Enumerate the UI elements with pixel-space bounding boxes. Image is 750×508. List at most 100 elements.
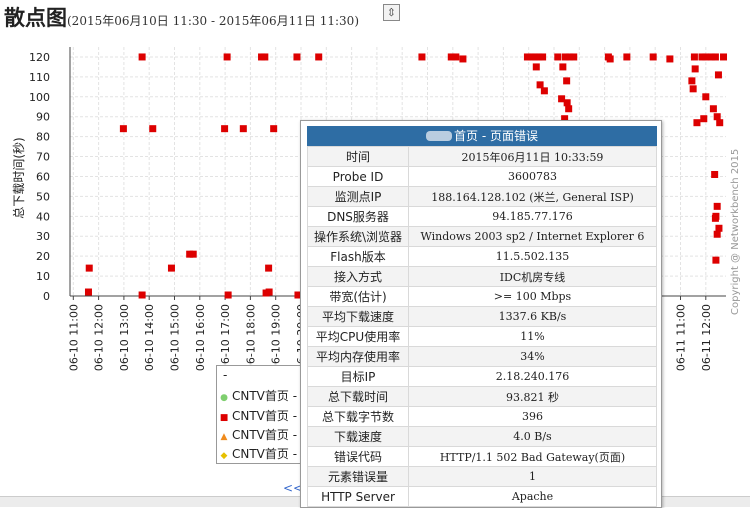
- tooltip-value: 3600783: [408, 166, 657, 187]
- scatter-point[interactable]: [563, 99, 571, 107]
- scatter-point[interactable]: [452, 53, 460, 61]
- scatter-point[interactable]: [716, 119, 724, 127]
- scatter-point[interactable]: [84, 288, 92, 296]
- scatter-point[interactable]: [293, 53, 301, 61]
- legend-item-page-error[interactable]: ■CNTV首页 - 页面错误: [219, 408, 307, 424]
- scatter-point[interactable]: [713, 230, 721, 238]
- tooltip-key: 平均内存使用率: [307, 346, 409, 367]
- scatter-point[interactable]: [539, 53, 547, 61]
- scatter-point[interactable]: [167, 264, 175, 272]
- scatter-point[interactable]: [698, 53, 706, 61]
- scatter-point[interactable]: [265, 264, 273, 272]
- scatter-point[interactable]: [623, 53, 631, 61]
- scatter-point[interactable]: [713, 202, 721, 210]
- scatter-point[interactable]: [536, 81, 544, 89]
- tooltip-title: 首页 - 页面错误: [454, 129, 538, 143]
- scatter-point[interactable]: [702, 53, 710, 61]
- expand-button[interactable]: ⇳: [383, 4, 400, 21]
- legend-item-content-error[interactable]: ▲ CNTV首页 - 内容错误: [219, 427, 307, 443]
- legend-item-error[interactable]: ◆ CNTV首页 - 错误: [219, 446, 307, 462]
- scatter-point[interactable]: [85, 264, 93, 272]
- scatter-point[interactable]: [666, 55, 674, 63]
- scatter-point[interactable]: [559, 63, 567, 71]
- scatter-point[interactable]: [606, 55, 614, 63]
- scatter-point[interactable]: [554, 53, 562, 61]
- tooltip-key: 时间: [307, 146, 409, 167]
- scatter-point[interactable]: [563, 77, 571, 85]
- tooltip-key: 平均CPU使用率: [307, 326, 409, 347]
- scatter-point[interactable]: [711, 53, 719, 61]
- tooltip-row: 总下载时间 93.821 秒: [307, 386, 657, 407]
- scatter-point[interactable]: [570, 53, 578, 61]
- scatter-point[interactable]: [527, 53, 535, 61]
- scatter-point[interactable]: [561, 115, 569, 123]
- tooltip-value: 2.18.240.176: [408, 366, 657, 387]
- tooltip-row: 目标IP 2.18.240.176: [307, 366, 657, 387]
- tooltip-value: 34%: [408, 346, 657, 367]
- y-tick-label: 120: [29, 51, 50, 64]
- scatter-point[interactable]: [186, 250, 194, 258]
- scatter-point[interactable]: [459, 55, 467, 63]
- scatter-point[interactable]: [261, 53, 269, 61]
- scatter-point[interactable]: [561, 53, 569, 61]
- scatter-point[interactable]: [540, 87, 548, 95]
- scatter-point[interactable]: [523, 53, 531, 61]
- tooltip-header: 首页 - 页面错误: [307, 126, 657, 146]
- scatter-point[interactable]: [531, 53, 539, 61]
- tooltip-value: 93.821 秒: [408, 386, 657, 407]
- scatter-point[interactable]: [693, 119, 701, 127]
- scatter-point[interactable]: [189, 250, 197, 258]
- scatter-point[interactable]: [558, 95, 566, 103]
- tooltip-row: DNS服务器 94.185.77.176: [307, 206, 657, 227]
- y-tick-label: 60: [36, 170, 50, 183]
- scatter-point[interactable]: [649, 53, 657, 61]
- scatter-point[interactable]: [315, 53, 323, 61]
- scatter-point[interactable]: [711, 170, 719, 178]
- scatter-point[interactable]: [691, 65, 699, 73]
- tooltip-row: Probe ID 3600783: [307, 166, 657, 187]
- scatter-point[interactable]: [418, 53, 426, 61]
- scatter-point[interactable]: [239, 125, 247, 133]
- scatter-point[interactable]: [535, 53, 543, 61]
- scatter-point[interactable]: [713, 113, 721, 121]
- scatter-point[interactable]: [119, 125, 127, 133]
- legend-item-normal[interactable]: ● CNTV首页 - 正常: [219, 388, 307, 404]
- scatter-point[interactable]: [714, 71, 722, 79]
- scatter-point[interactable]: [270, 125, 278, 133]
- y-tick-label: 40: [36, 210, 50, 223]
- scatter-point[interactable]: [138, 291, 146, 299]
- tooltip-row: 平均内存使用率 34%: [307, 346, 657, 367]
- scatter-point[interactable]: [720, 53, 728, 61]
- scatter-point[interactable]: [707, 53, 715, 61]
- y-tick-label: 90: [36, 111, 50, 124]
- tooltip-row: 平均下载速度 1337.6 KB/s: [307, 306, 657, 327]
- scatter-point[interactable]: [223, 53, 231, 61]
- scatter-point[interactable]: [149, 125, 157, 133]
- x-tick-label: 06-10 17:00: [219, 304, 232, 371]
- scatter-point[interactable]: [265, 288, 273, 296]
- scatter-point[interactable]: [700, 115, 708, 123]
- scatter-point[interactable]: [565, 105, 573, 113]
- x-tick-label: 06-10 13:00: [118, 304, 131, 371]
- scatter-point[interactable]: [711, 214, 719, 222]
- y-tick-label: 10: [36, 270, 50, 283]
- scatter-point[interactable]: [566, 53, 574, 61]
- x-tick-label: 06-11 12:00: [700, 304, 713, 371]
- scatter-point[interactable]: [715, 224, 723, 232]
- scatter-point[interactable]: [702, 93, 710, 101]
- legend-label: CNTV首页 - 页面错误: [232, 409, 307, 423]
- scatter-point[interactable]: [690, 53, 698, 61]
- tooltip-row: Flash版本 11.5.502.135: [307, 246, 657, 267]
- x-tick-label: 06-10 12:00: [93, 304, 106, 371]
- scatter-point[interactable]: [689, 85, 697, 93]
- scatter-point[interactable]: [224, 291, 232, 299]
- scatter-point[interactable]: [294, 291, 302, 299]
- scatter-point[interactable]: [712, 256, 720, 264]
- scatter-point[interactable]: [447, 53, 455, 61]
- scatter-point[interactable]: [138, 53, 146, 61]
- scatter-point[interactable]: [532, 63, 540, 71]
- tooltip-value: 94.185.77.176: [408, 206, 657, 227]
- scatter-point[interactable]: [709, 105, 717, 113]
- scatter-point[interactable]: [688, 77, 696, 85]
- scatter-point[interactable]: [221, 125, 229, 133]
